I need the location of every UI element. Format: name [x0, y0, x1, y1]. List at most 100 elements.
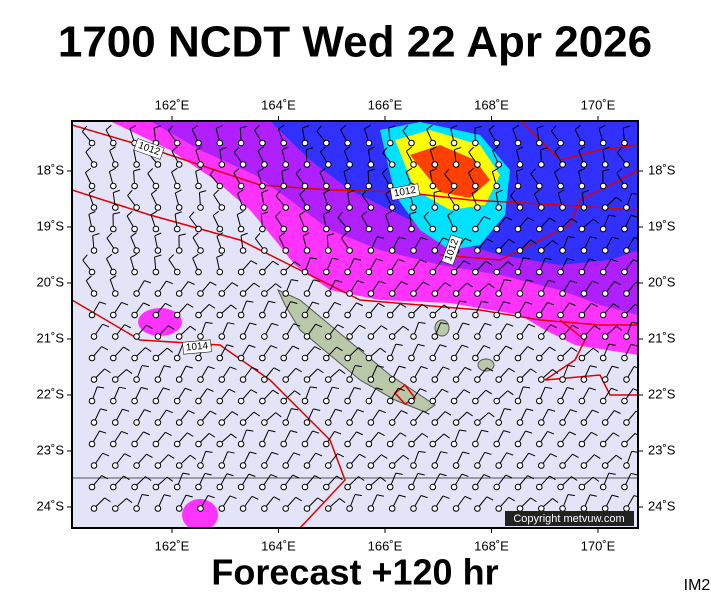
barb-station — [154, 462, 162, 469]
barb-station — [452, 376, 460, 383]
barb-flag — [249, 451, 257, 455]
barb-station — [346, 419, 353, 426]
barb-flag — [185, 365, 193, 369]
barb-flag — [398, 365, 406, 369]
barb-station — [90, 247, 98, 254]
barb-station — [344, 397, 351, 405]
barb-station — [173, 483, 181, 491]
barb-flag — [417, 472, 425, 476]
barb-station — [431, 290, 439, 297]
barb-station — [239, 419, 247, 426]
barb-flag — [398, 494, 406, 498]
barb-flag — [144, 280, 152, 284]
barb-station — [623, 247, 630, 254]
barb-station — [578, 182, 586, 190]
barb-flag — [447, 189, 454, 196]
barb-station — [259, 139, 266, 147]
barb-station — [514, 483, 522, 491]
barb-station — [408, 354, 415, 362]
barb-flag — [315, 452, 323, 457]
barb-flag — [141, 494, 149, 497]
barb-flag — [334, 301, 342, 306]
barb-flag — [102, 323, 110, 328]
barb-station — [408, 311, 415, 319]
barb-station — [261, 462, 268, 469]
map-frame — [71, 120, 639, 529]
barb-flag — [481, 429, 489, 433]
barb-station — [216, 354, 224, 362]
barb-station — [239, 204, 247, 211]
barb-station — [88, 139, 96, 147]
barb-station — [367, 419, 375, 426]
barb-station — [367, 505, 375, 512]
barb-station — [346, 462, 353, 469]
barb-station — [301, 268, 309, 276]
barb-flag — [123, 475, 130, 481]
barb-flag — [227, 451, 235, 454]
barb-station — [197, 204, 204, 211]
barb-station — [131, 225, 138, 233]
barb-station — [175, 505, 183, 512]
barb-station — [621, 397, 628, 405]
barb-station — [599, 354, 607, 362]
barb-flag — [189, 211, 195, 218]
barb-station — [538, 204, 545, 211]
barb-flag — [81, 125, 88, 132]
barb-flag — [510, 190, 516, 197]
barb-station — [431, 161, 439, 168]
barb-flag — [423, 211, 430, 218]
barb-station — [112, 161, 119, 168]
barb-station — [452, 204, 460, 211]
barb-station — [493, 440, 501, 448]
barb-flag — [554, 146, 561, 153]
barb-flag — [527, 475, 535, 480]
barb-flag — [102, 452, 110, 457]
barb-station — [259, 225, 266, 233]
barb-flag — [88, 189, 96, 194]
barb-flag — [207, 495, 215, 499]
barb-station — [599, 182, 607, 190]
barb-flag — [503, 430, 511, 433]
barb-station — [323, 311, 330, 319]
barb-flag — [195, 168, 203, 172]
barb-flag — [567, 494, 575, 497]
barb-flag — [302, 125, 310, 129]
barb-station — [367, 290, 375, 297]
barb-flag — [354, 387, 362, 390]
barb-flag — [508, 367, 516, 373]
barb-station — [110, 182, 117, 190]
barb-flag — [361, 189, 368, 196]
barb-station — [474, 333, 481, 340]
barb-station — [516, 161, 524, 168]
barb-flag — [378, 302, 385, 307]
lat-label: 19˚S — [648, 218, 676, 233]
barb-flag — [574, 124, 581, 131]
barb-station — [175, 333, 183, 340]
barb-station — [216, 440, 224, 448]
barb-station — [303, 419, 311, 426]
barb-flag — [213, 189, 219, 196]
barb-flag — [166, 409, 173, 414]
barb-station — [303, 161, 311, 168]
barb-flag — [589, 387, 597, 391]
barb-station — [282, 204, 290, 211]
barb-flag — [315, 323, 323, 328]
barb-station — [344, 311, 351, 319]
barb-station — [325, 290, 332, 297]
barb-flag — [126, 210, 133, 217]
barb-station — [557, 182, 564, 190]
barb-flag — [254, 125, 260, 131]
barb-flag — [323, 189, 330, 194]
barb-station — [536, 483, 543, 491]
barb-flag — [248, 473, 256, 477]
barb-flag — [163, 365, 171, 368]
barb-flag — [395, 472, 403, 475]
barb-flag — [526, 279, 534, 282]
barb-flag — [488, 412, 495, 418]
barb-flag — [254, 232, 261, 239]
barb-station — [367, 247, 375, 254]
barb-flag — [178, 233, 186, 236]
barb-station — [301, 182, 309, 190]
barb-station — [429, 354, 437, 362]
barb-flag — [484, 322, 492, 326]
